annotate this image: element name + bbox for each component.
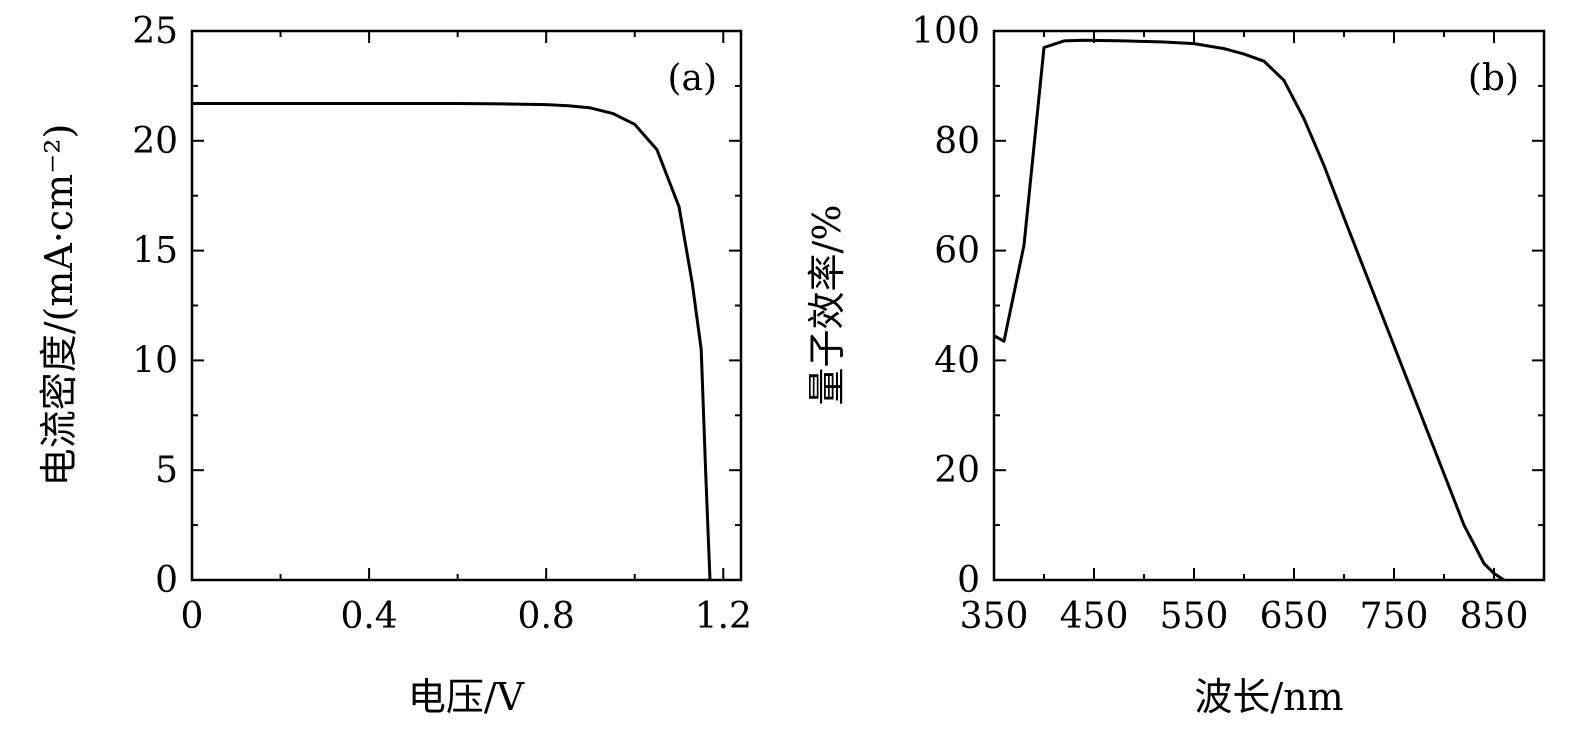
x-tick-label: 350 <box>960 596 1029 637</box>
x-tick-label: 550 <box>1160 596 1229 637</box>
x-tick-label: 750 <box>1360 596 1429 637</box>
chart-panel-b: 350 450 550 650 750 850 0 20 40 60 80 100 (b) 波长/n… <box>805 11 1546 719</box>
plot-frame-b <box>992 29 1546 582</box>
y-tick-label: 20 <box>934 450 980 491</box>
x-axis-title-a: 电压/V <box>408 675 525 719</box>
y-tick-label: 20 <box>132 121 178 162</box>
jv-curve <box>192 102 712 581</box>
ticks-a <box>191 30 741 581</box>
plot-frame-a <box>190 29 743 582</box>
eqe-curve <box>993 38 1505 582</box>
y-tick-label: 15 <box>132 231 178 272</box>
x-tick-labels-b: 350 450 550 650 750 850 <box>960 596 1529 637</box>
chart-panel-a: 0 0.4 0.8 1.2 0 5 10 15 20 25 (a) 电压/V 电流密度/(mA·… <box>37 11 752 719</box>
x-tick-label: 650 <box>1260 596 1329 637</box>
x-axis-title-b: 波长/nm <box>1194 675 1343 719</box>
ticks-b <box>993 30 1545 581</box>
y-axis-title-a: 电流密度/(mA·cm⁻²) <box>37 124 81 487</box>
y-tick-label: 60 <box>934 231 980 272</box>
y-tick-label: 0 <box>155 560 178 601</box>
x-tick-label: 0 <box>181 596 204 637</box>
x-tick-label: 850 <box>1460 596 1529 637</box>
panel-label-b: (b) <box>1468 58 1519 99</box>
x-tick-label: 0.8 <box>518 596 575 637</box>
y-tick-label: 5 <box>155 450 178 491</box>
y-axis-title-b: 量子效率/% <box>805 205 849 406</box>
y-tick-label: 80 <box>934 121 980 162</box>
x-tick-label: 450 <box>1060 596 1129 637</box>
panel-label-a: (a) <box>667 58 717 99</box>
y-tick-label: 40 <box>934 340 980 381</box>
y-tick-label: 0 <box>957 560 980 601</box>
x-tick-labels-a: 0 0.4 0.8 1.2 <box>181 596 752 637</box>
x-tick-label: 0.4 <box>340 596 397 637</box>
y-tick-labels-a: 0 5 10 15 20 25 <box>132 11 178 601</box>
y-tick-label: 10 <box>132 340 178 381</box>
y-tick-labels-b: 0 20 40 60 80 100 <box>911 11 980 601</box>
y-tick-label: 25 <box>132 11 178 52</box>
x-tick-label: 1.2 <box>695 596 752 637</box>
y-tick-label: 100 <box>911 11 980 52</box>
